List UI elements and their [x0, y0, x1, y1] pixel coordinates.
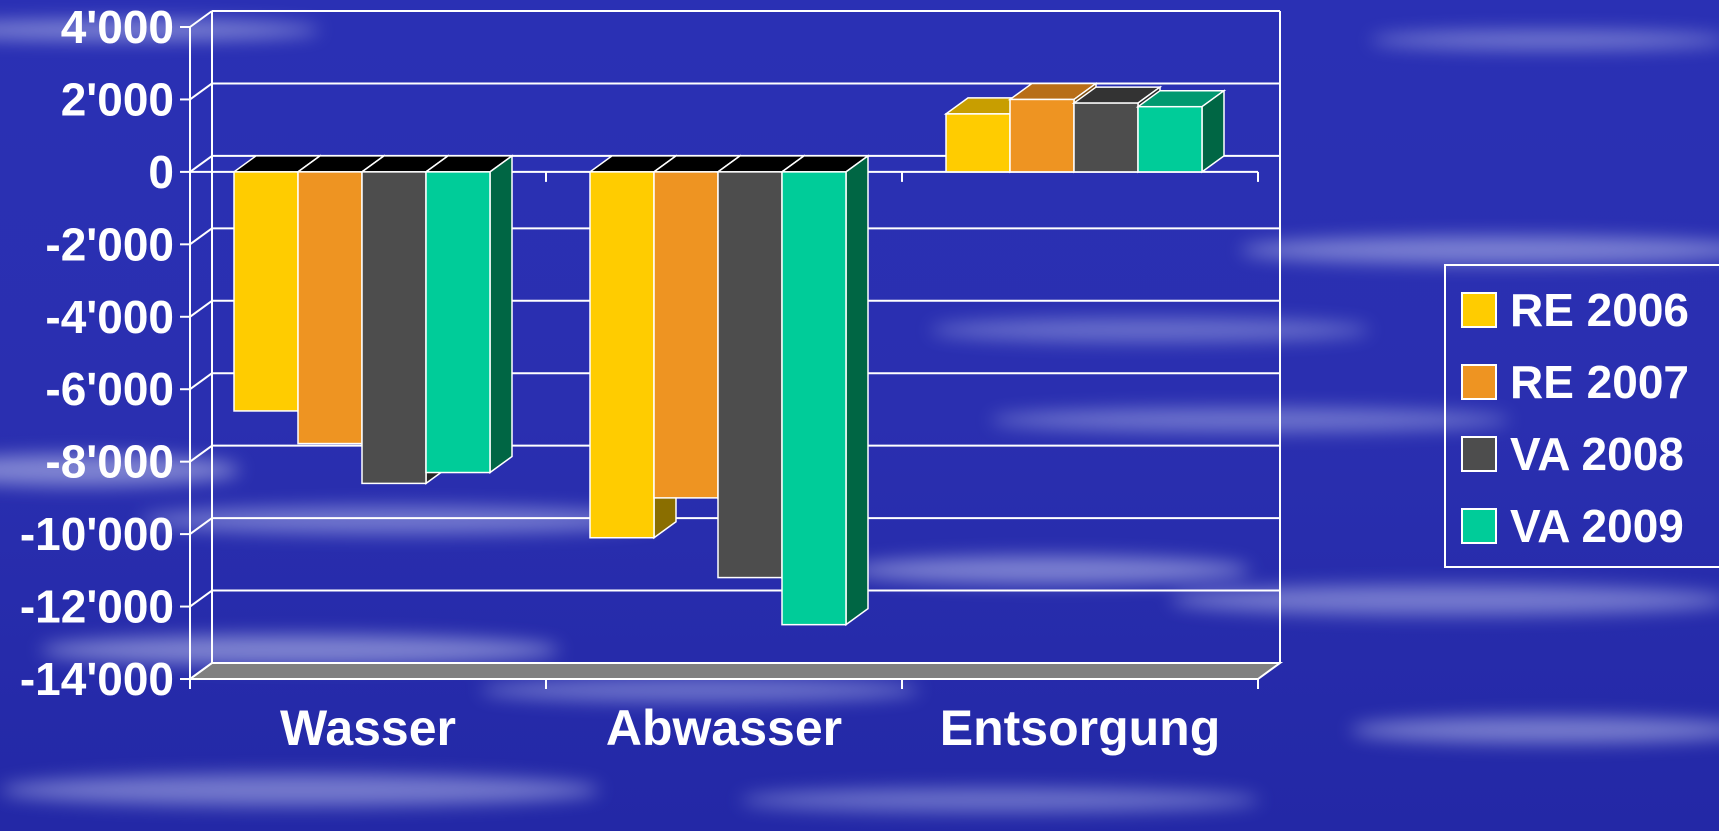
side-gridline [189, 227, 213, 246]
x-category-label: Wasser [280, 700, 456, 756]
side-gridline [189, 444, 213, 463]
chart-floor [186, 662, 1284, 680]
legend-box [1444, 264, 1719, 568]
legend-swatch [1461, 508, 1497, 544]
legend-label: VA 2009 [1510, 500, 1684, 552]
legend-item: RE 2007 [1461, 356, 1689, 408]
x-category-label: Abwasser [606, 700, 842, 756]
bar-front [297, 171, 363, 445]
cloud-streaks [0, 20, 1719, 812]
y-tick-label: -10'000 [20, 508, 174, 560]
side-gridline [189, 299, 213, 318]
y-tick-label: -8'000 [45, 436, 174, 488]
bar-front [1073, 102, 1139, 173]
y-tick-label: -14'000 [20, 653, 174, 705]
bar-group-abwasser [587, 154, 871, 627]
bar-front [653, 171, 719, 499]
side-gridline [189, 517, 213, 535]
bar-group-entsorgung [943, 81, 1227, 174]
bar-front [1137, 105, 1203, 173]
bar-front [945, 113, 1011, 173]
bar-group-wasser [231, 154, 515, 485]
bar-front [361, 171, 427, 485]
bar [1135, 89, 1227, 174]
bar-front [425, 171, 491, 474]
bar-front [717, 171, 783, 579]
side-gridline [189, 155, 213, 173]
legend-swatch [1461, 364, 1497, 400]
bar-front [589, 171, 655, 539]
y-tick-label: -6'000 [45, 363, 174, 415]
side-gridline [189, 82, 213, 101]
bar-side [845, 154, 869, 627]
y-tick-label: -4'000 [45, 291, 174, 343]
side-gridline [189, 662, 213, 680]
legend-item: RE 2006 [1461, 284, 1689, 336]
bar-front [1009, 98, 1075, 173]
side-gridline [189, 589, 213, 608]
side-gridline [189, 372, 213, 391]
bar [779, 154, 871, 627]
y-tick-label: 0 [148, 146, 174, 198]
legend-item: VA 2008 [1461, 428, 1684, 480]
legend-label: RE 2006 [1510, 284, 1689, 336]
legend-label: RE 2007 [1510, 356, 1689, 408]
y-tick-label: 4'000 [61, 1, 174, 53]
legend-swatch [1461, 292, 1497, 328]
y-tick-label: 2'000 [61, 73, 174, 125]
y-tick-label: -2'000 [45, 218, 174, 270]
legend-item: VA 2009 [1461, 500, 1684, 552]
side-gridline [189, 10, 213, 28]
bar-front [233, 171, 299, 412]
legend-label: VA 2008 [1510, 428, 1684, 480]
bar-side [489, 154, 513, 475]
bar-front [781, 171, 847, 626]
legend-swatch [1461, 436, 1497, 472]
x-category-label: Entsorgung [940, 700, 1221, 756]
y-tick-label: -12'000 [20, 581, 174, 633]
bar [423, 154, 515, 475]
